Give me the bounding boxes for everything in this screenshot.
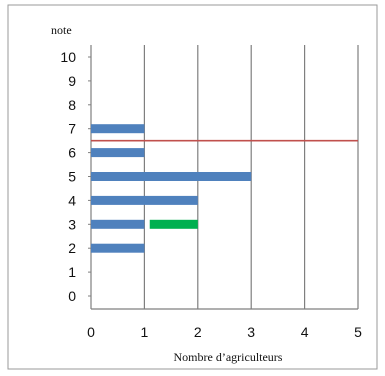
tick-labels: 0 1 2 3 4 5 6 7 8 9 10 0 1 2 3 4 5 <box>60 49 362 340</box>
x-tick-label-5: 5 <box>354 324 362 340</box>
bar-note-3-1 <box>91 219 145 229</box>
bar-note-4-2 <box>91 195 198 205</box>
bar-note-7-5 <box>91 124 145 134</box>
y-axis-title: note <box>51 23 72 37</box>
bar-note-3-6 <box>149 219 198 229</box>
y-tick-label-4: 4 <box>68 192 76 208</box>
x-tick-label-1: 1 <box>141 324 149 340</box>
chart-border <box>7 4 378 370</box>
x-tick-label-0: 0 <box>87 324 95 340</box>
y-tick-label-10: 10 <box>60 49 76 65</box>
y-tick-label-3: 3 <box>68 216 76 232</box>
bar-note-2-0 <box>91 243 145 253</box>
y-tick-label-6: 6 <box>68 145 76 161</box>
bar-note-6-4 <box>91 148 145 158</box>
x-tick-label-3: 3 <box>247 324 255 340</box>
y-tick-label-5: 5 <box>68 169 76 185</box>
y-tick-label-2: 2 <box>68 240 76 256</box>
x-tick-label-4: 4 <box>301 324 309 340</box>
y-tick-label-8: 8 <box>68 97 76 113</box>
y-tick-label-9: 9 <box>68 73 76 89</box>
bar-note-5-3 <box>91 172 252 181</box>
x-axis-title: Nombre d’agriculteurs <box>174 350 283 364</box>
y-tick-label-1: 1 <box>68 264 76 280</box>
y-tick-label-0: 0 <box>68 288 76 304</box>
bars <box>91 124 252 253</box>
y-tick-label-7: 7 <box>68 121 76 137</box>
x-tick-label-2: 2 <box>194 324 202 340</box>
